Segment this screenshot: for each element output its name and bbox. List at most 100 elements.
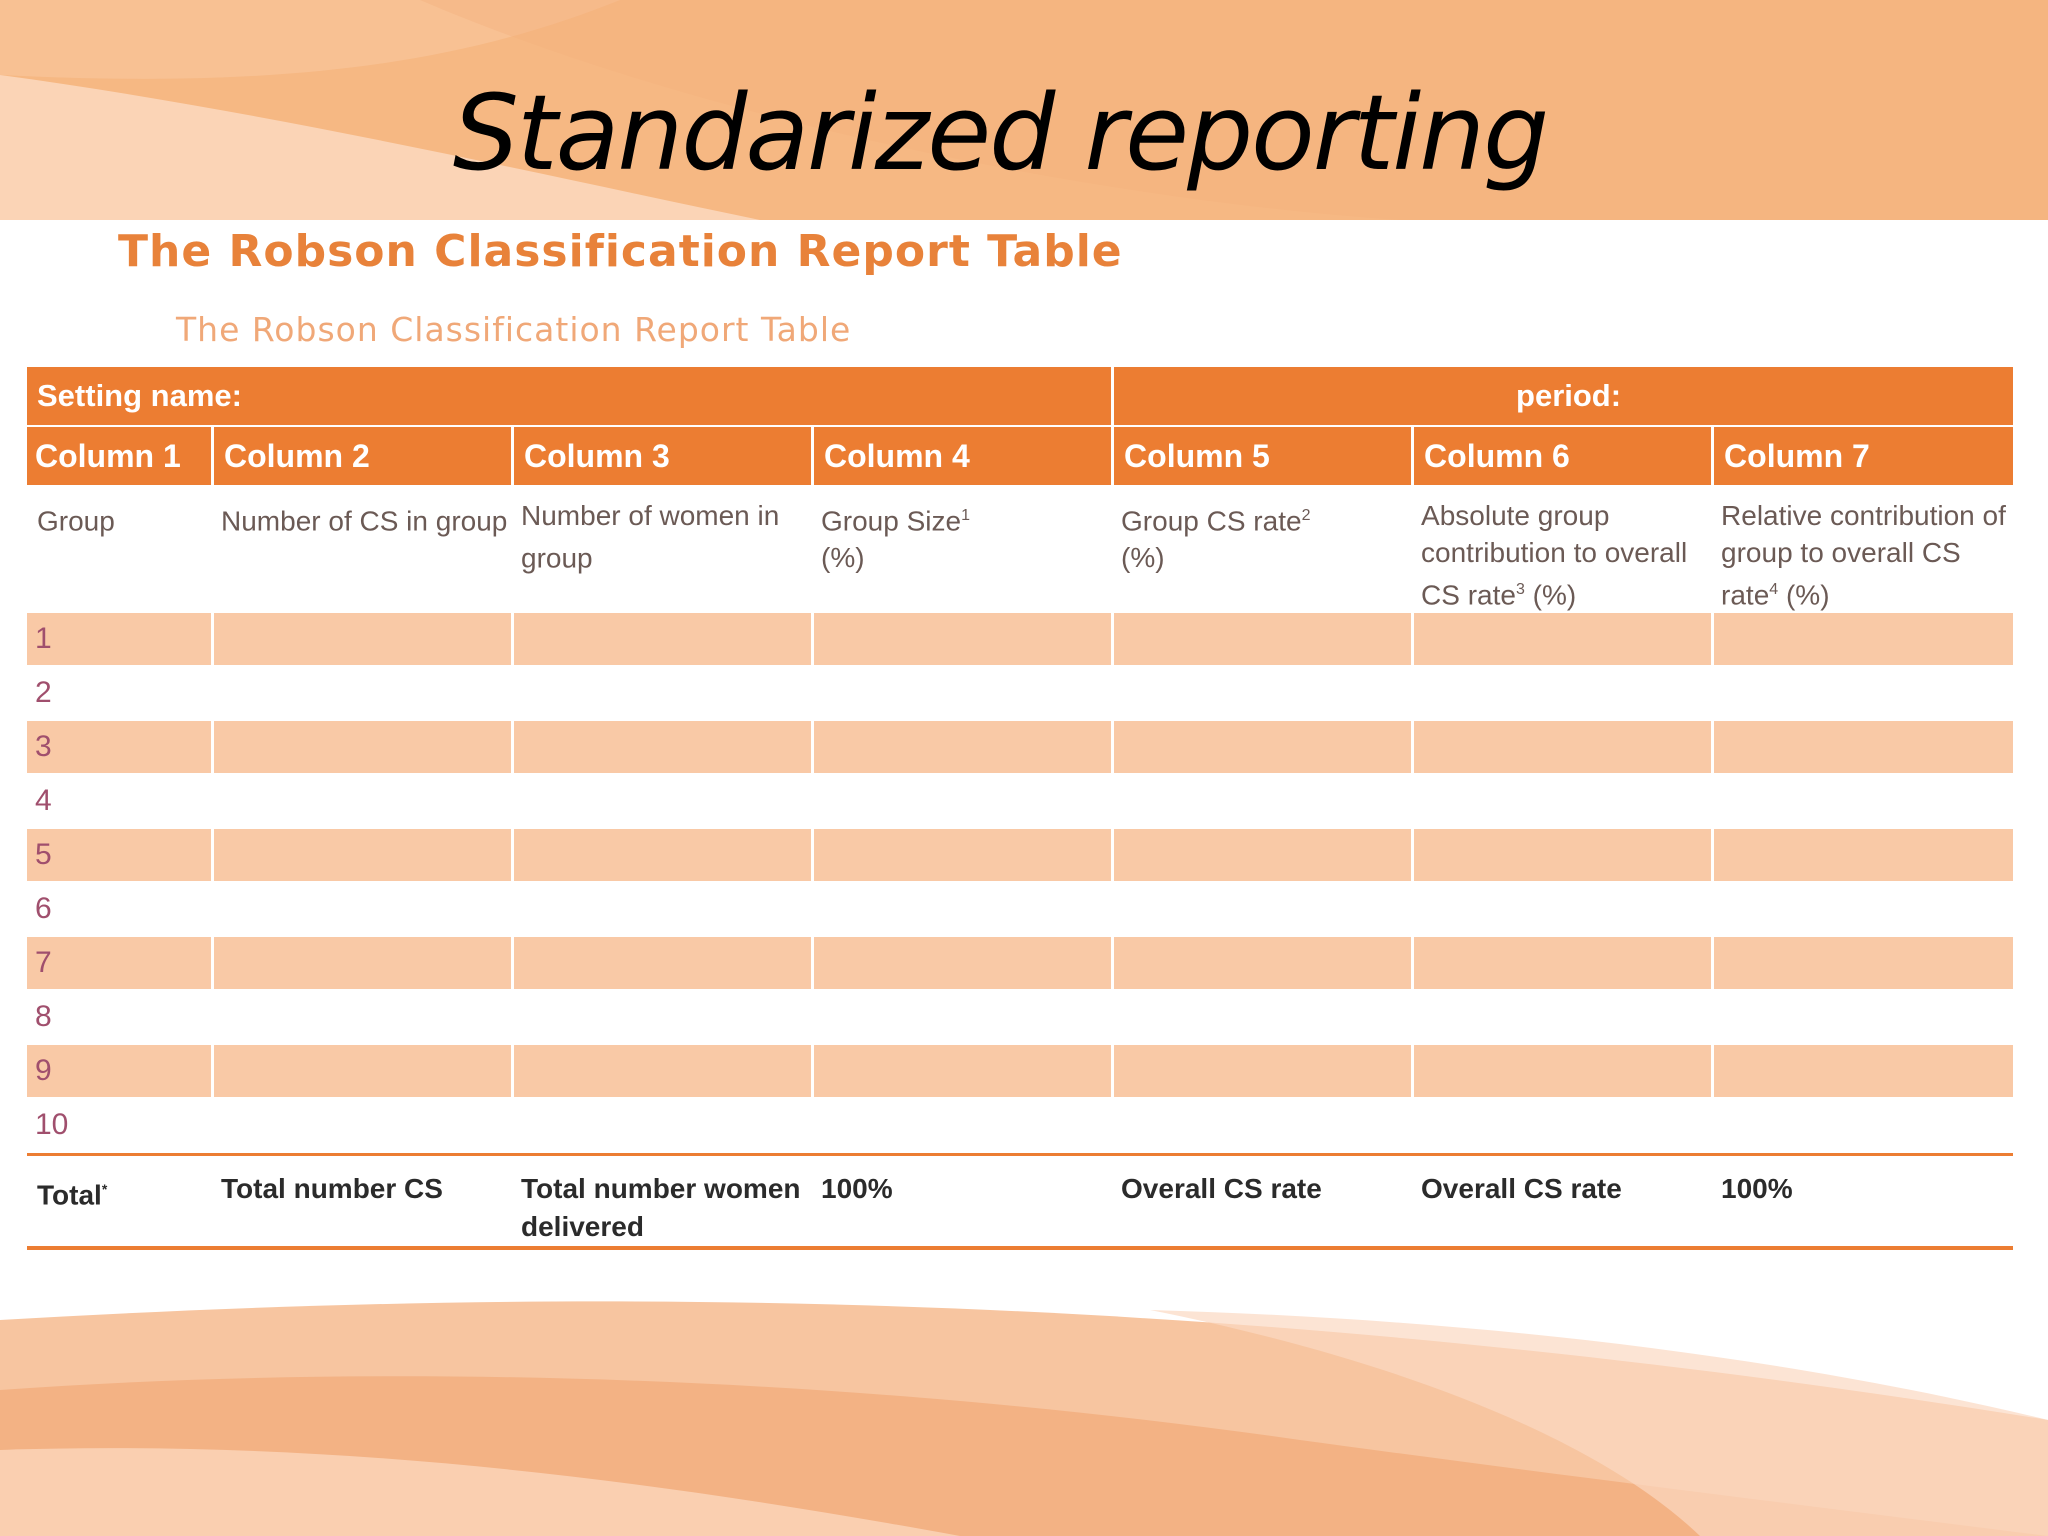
column-header-5: Column 5 [1111,425,1412,485]
table-cell [1411,775,1712,830]
table-cell [811,937,1112,992]
table-cell [511,775,811,830]
table-cell [1711,883,2014,938]
column-header-6: Column 6 [1411,425,1712,485]
table-cell [1411,667,1712,722]
total-footnote: * [101,1181,108,1198]
table-row: 9 [27,1045,2014,1100]
column-header-2: Column 2 [211,425,511,485]
group-number: 10 [27,1099,211,1154]
table-cell [511,721,811,776]
group-number: 2 [27,667,211,722]
table-cell [211,613,511,668]
table-cell [1711,1099,2014,1154]
setting-name-label: Setting name: [27,367,1112,425]
table-cell [1111,1045,1412,1100]
description-cell-2: Number of CS in group [211,485,511,613]
period-label: period: [1111,367,2014,425]
total-row: Total* Total number CS Total number wome… [27,1153,2014,1251]
table-row: 4 [27,775,2014,830]
report-table: Setting name: period: Column 1 Column 2 … [27,367,2014,1251]
table-cell [1111,775,1412,830]
table-cell [1411,829,1712,884]
total-text: Overall CS rate [1421,1173,1622,1205]
description-footnote: 3 [1515,581,1525,598]
description-footnote: 4 [1769,581,1779,598]
description-footnote: 1 [961,507,970,524]
table-cell [211,1099,511,1154]
group-number: 7 [27,937,211,992]
total-text: 100% [1721,1173,1793,1205]
table-cell [511,1099,811,1154]
table-cell [1411,613,1712,668]
report-title: The Robson Classification Report Table [118,226,1123,277]
group-number: 8 [27,991,211,1046]
table-cell [511,883,811,938]
description-cell-1: Group [27,485,211,613]
table-cell [811,721,1112,776]
table-cell [1711,1045,2014,1100]
table-cell [1111,721,1412,776]
table-cell [211,991,511,1046]
table-cell [511,829,811,884]
table-cell [1711,775,2014,830]
description-cell-3: Number of women in group [511,485,811,613]
table-cell [511,991,811,1046]
table-cell [211,721,511,776]
table-cell [1711,721,2014,776]
total-cell-3: Total number women delivered [511,1153,811,1251]
group-number: 3 [27,721,211,776]
table-cell [511,937,811,992]
column-header-1: Column 1 [27,425,211,485]
total-cell-7: 100% [1711,1153,2014,1251]
table-cell [211,829,511,884]
description-unit: (%) [1778,579,1830,611]
group-number: 5 [27,829,211,884]
table-cell [211,1045,511,1100]
table-row: 1 [27,613,2014,668]
table-cell [811,991,1112,1046]
table-cell [811,667,1112,722]
table-cell [211,883,511,938]
total-text: Overall CS rate [1121,1173,1322,1205]
table-cell [811,613,1112,668]
table-cell [211,937,511,992]
table-row: 5 [27,829,2014,884]
description-text: Group CS rate [1121,505,1302,537]
table-cell [811,1045,1112,1100]
total-text: Total [37,1179,102,1211]
group-number: 9 [27,1045,211,1100]
table-cell [1411,1099,1712,1154]
description-cell-7: Relative contribution of group to overal… [1711,485,2013,613]
total-text: Total number women delivered [521,1173,801,1243]
table-cell [511,667,811,722]
table-row: 2 [27,667,2014,722]
description-unit: (%) [1121,542,1165,574]
table-cell [1711,613,2014,668]
table-cell [1111,937,1412,992]
table-row: 10 [27,1099,2014,1154]
table-cell [1411,883,1712,938]
table-cell [1111,829,1412,884]
table-cell [1111,667,1412,722]
description-text: Number of CS in group [221,505,508,537]
table-cell [1111,883,1412,938]
table-cell [1411,937,1712,992]
description-text: Group Size [821,505,962,537]
table-cell [1111,991,1412,1046]
description-unit: (%) [1524,579,1577,611]
table-cell [1711,829,2014,884]
description-cell-6: Absolute group contribution to overall C… [1411,485,1711,613]
table-cell [511,613,811,668]
description-text: Relative contribution of group to overal… [1721,500,2006,611]
robson-report-table: Setting name: period: Column 1 Column 2 … [27,367,2014,1251]
total-cell-6: Overall CS rate [1411,1153,1712,1251]
table-row: 6 [27,883,2014,938]
group-number: 4 [27,775,211,830]
total-cell-5: Overall CS rate [1111,1153,1412,1251]
table-cell [811,829,1112,884]
table-cell [511,1045,811,1100]
description-footnote: 2 [1301,507,1311,524]
description-unit: (%) [821,542,865,574]
